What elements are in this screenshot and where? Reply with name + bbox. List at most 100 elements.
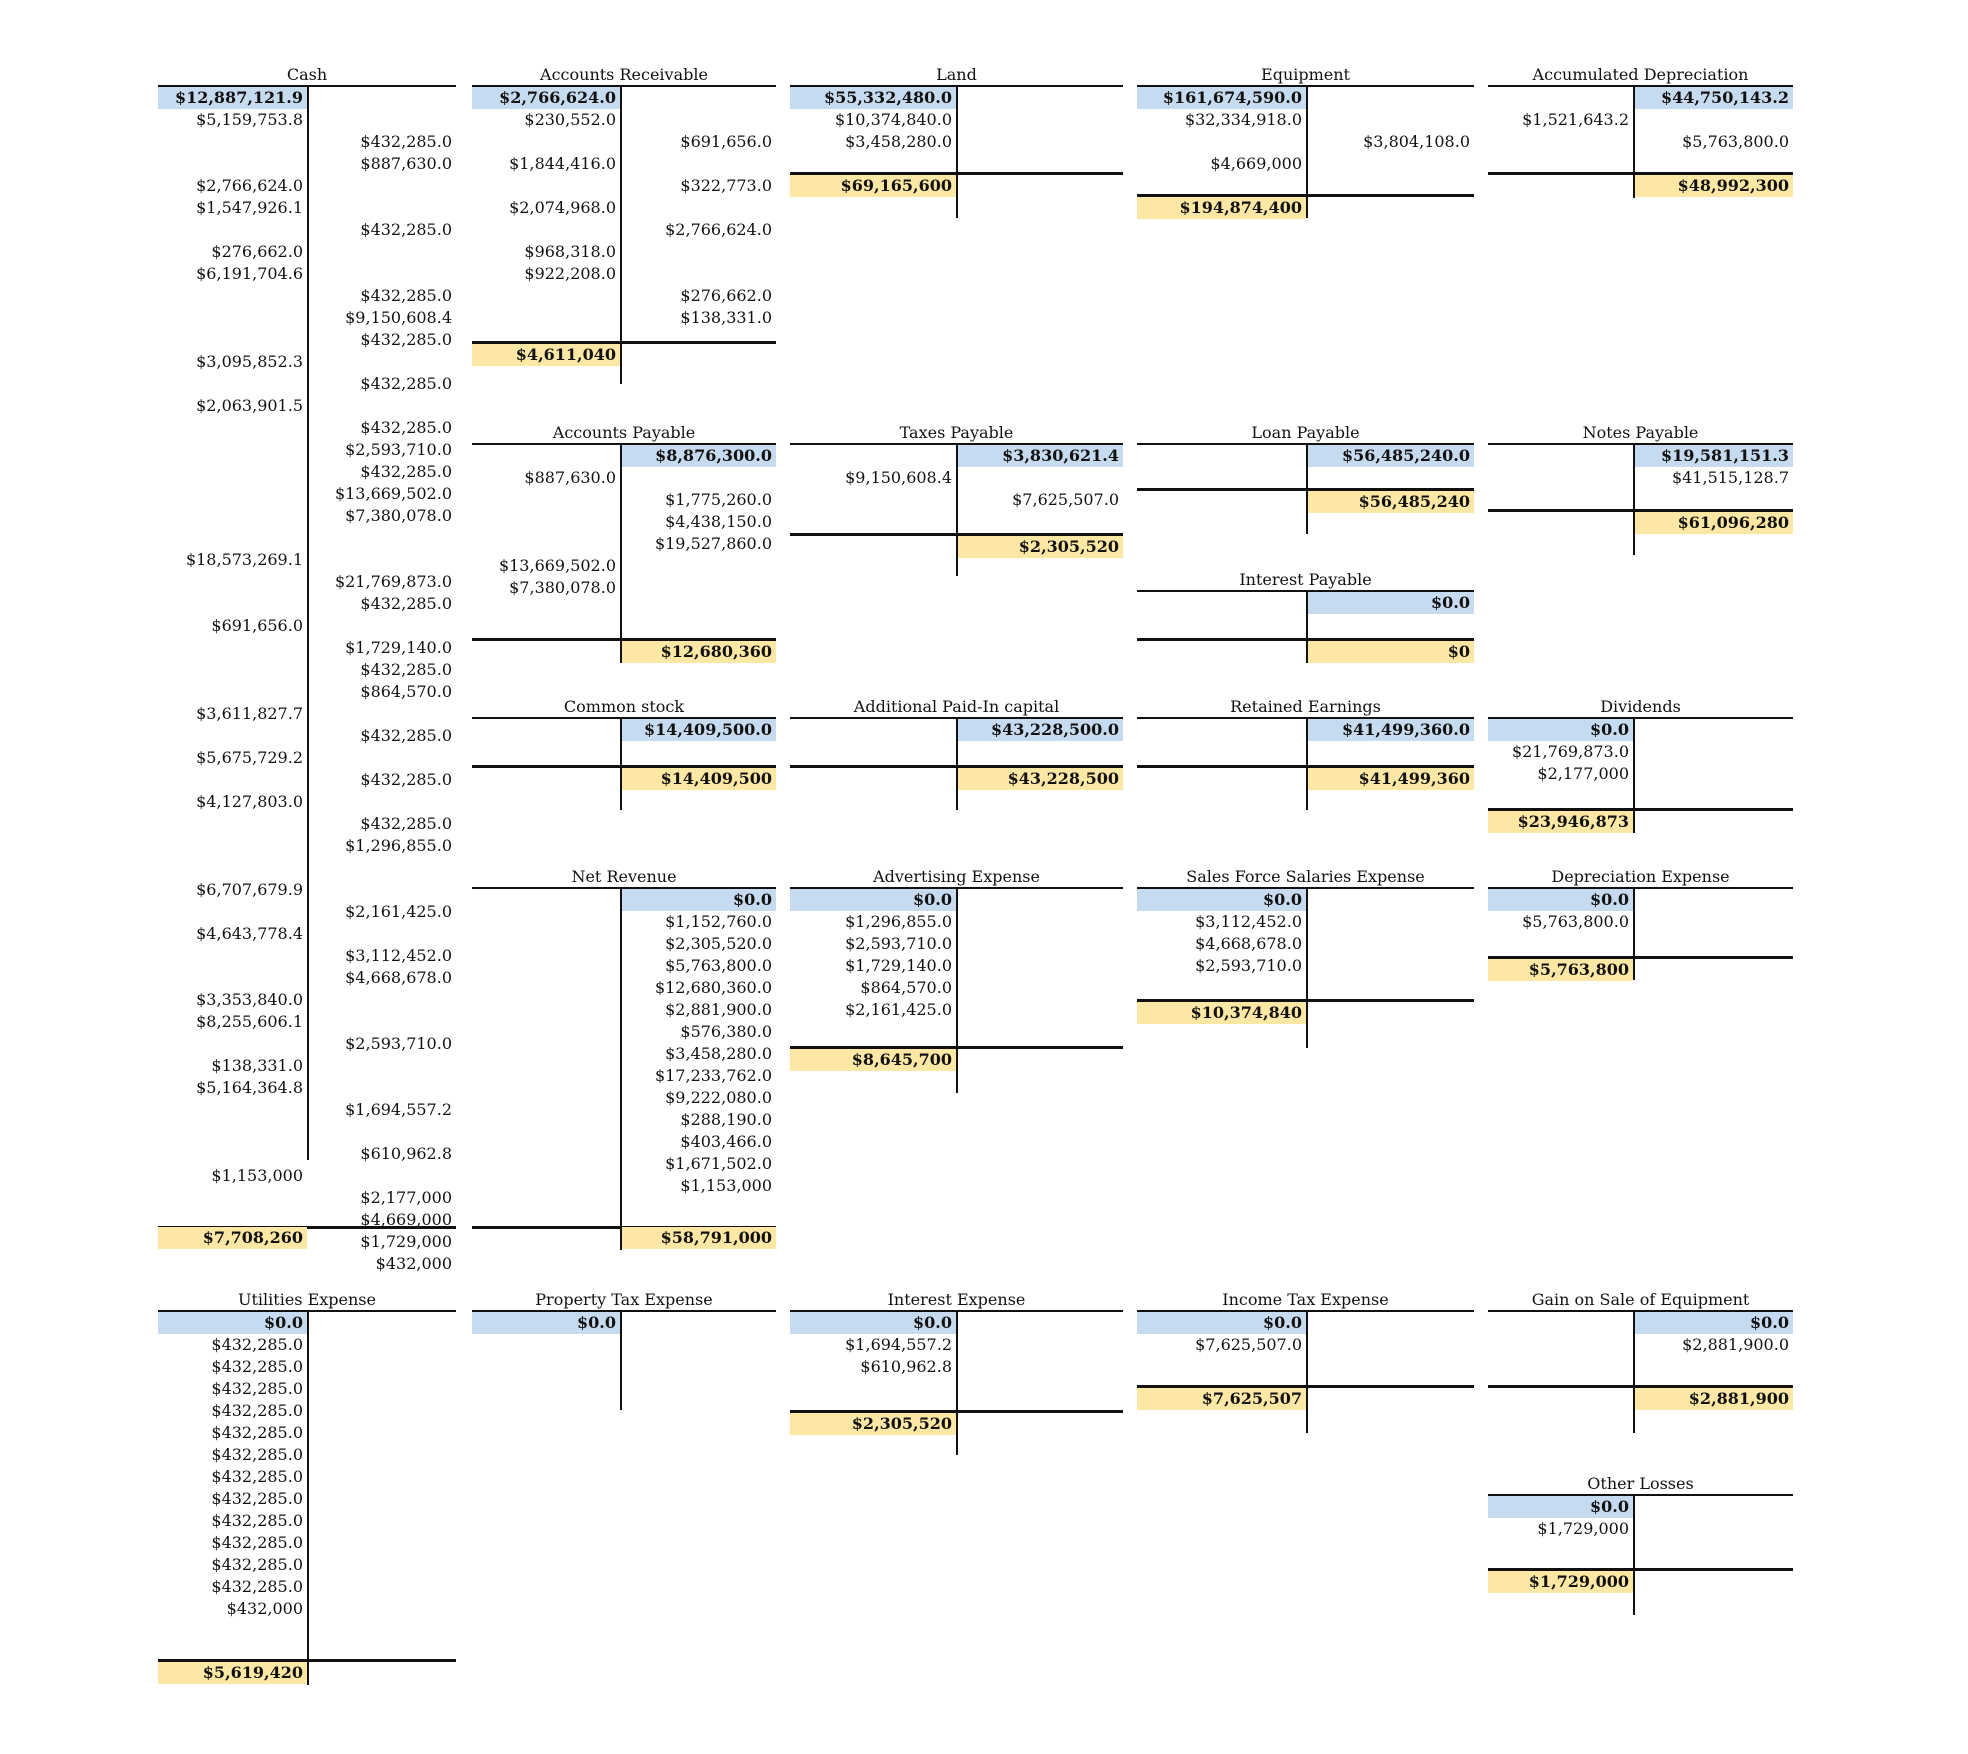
credit-entry: $2,305,520.0 bbox=[665, 934, 772, 953]
account-closing-rule bbox=[1137, 1385, 1474, 1388]
account-top-rule bbox=[1488, 1310, 1793, 1312]
credit-entry: $9,222,080.0 bbox=[665, 1088, 772, 1107]
credit-entry: $322,773.0 bbox=[680, 176, 772, 195]
debit-entry: $432,285.0 bbox=[211, 1357, 303, 1376]
account-divider bbox=[620, 887, 622, 1250]
debit-entry: $432,000 bbox=[226, 1599, 303, 1618]
debit-entry: $968,318.0 bbox=[524, 242, 616, 261]
credit-entry: $432,285.0 bbox=[360, 726, 452, 745]
debit-entry: $1,547,926.1 bbox=[196, 198, 303, 217]
account-title: Utilities Expense bbox=[238, 1290, 376, 1309]
debit-entry: $432,285.0 bbox=[211, 1379, 303, 1398]
opening-credit-balance: $0.0 bbox=[1308, 592, 1474, 614]
credit-entry: $41,515,128.7 bbox=[1671, 468, 1789, 487]
debit-entry: $8,255,606.1 bbox=[196, 1012, 303, 1031]
account-closing-rule bbox=[1488, 956, 1793, 959]
credit-entry: $4,668,678.0 bbox=[345, 968, 452, 987]
credit-entry: $432,000 bbox=[375, 1254, 452, 1273]
account-divider bbox=[620, 717, 622, 810]
credit-entry: $2,161,425.0 bbox=[345, 902, 452, 921]
account-divider bbox=[1633, 443, 1635, 555]
debit-entry: $10,374,840.0 bbox=[834, 110, 952, 129]
debit-entry: $1,844,416.0 bbox=[509, 154, 616, 173]
opening-credit-balance: $56,485,240.0 bbox=[1308, 445, 1474, 467]
opening-debit-balance: $0.0 bbox=[1488, 719, 1633, 741]
debit-entry: $691,656.0 bbox=[211, 616, 303, 635]
account-closing-rule bbox=[1137, 638, 1474, 641]
closing-credit-balance: $2,881,900 bbox=[1635, 1388, 1793, 1410]
debit-entry: $2,593,710.0 bbox=[845, 934, 952, 953]
debit-entry: $1,296,855.0 bbox=[845, 912, 952, 931]
account-closing-rule bbox=[1488, 1385, 1793, 1388]
credit-entry: $432,285.0 bbox=[360, 814, 452, 833]
credit-entry: $610,962.8 bbox=[360, 1144, 452, 1163]
credit-entry: $2,766,624.0 bbox=[665, 220, 772, 239]
closing-debit-balance: $2,305,520 bbox=[790, 1413, 956, 1435]
credit-entry: $432,285.0 bbox=[360, 770, 452, 789]
debit-entry: $2,177,000 bbox=[1537, 764, 1629, 783]
closing-credit-balance: $41,499,360 bbox=[1308, 768, 1474, 790]
debit-entry: $4,668,678.0 bbox=[1195, 934, 1302, 953]
closing-debit-balance: $1,729,000 bbox=[1488, 1571, 1633, 1593]
account-closing-rule bbox=[790, 765, 1123, 768]
credit-entry: $887,630.0 bbox=[360, 154, 452, 173]
debit-entry: $432,285.0 bbox=[211, 1467, 303, 1486]
account-title: Advertising Expense bbox=[873, 867, 1040, 886]
account-divider bbox=[1306, 887, 1308, 1048]
account-divider bbox=[956, 443, 958, 576]
account-title: Depreciation Expense bbox=[1551, 867, 1730, 886]
debit-entry: $432,285.0 bbox=[211, 1401, 303, 1420]
closing-credit-balance: $43,228,500 bbox=[958, 768, 1123, 790]
closing-debit-balance: $4,611,040 bbox=[472, 344, 620, 366]
credit-entry: $1,694,557.2 bbox=[345, 1100, 452, 1119]
account-divider bbox=[1633, 1494, 1635, 1615]
account-top-rule bbox=[1137, 443, 1474, 445]
account-top-rule bbox=[1488, 1494, 1793, 1496]
debit-entry: $2,766,624.0 bbox=[196, 176, 303, 195]
closing-credit-balance: $48,992,300 bbox=[1635, 175, 1793, 197]
credit-entry: $4,438,150.0 bbox=[665, 512, 772, 531]
account-divider bbox=[956, 1310, 958, 1455]
opening-credit-balance: $44,750,143.2 bbox=[1635, 87, 1793, 109]
account-divider bbox=[956, 85, 958, 218]
debit-entry: $6,191,704.6 bbox=[196, 264, 303, 283]
account-divider bbox=[307, 85, 309, 1160]
credit-entry: $2,593,710.0 bbox=[345, 440, 452, 459]
account-closing-rule bbox=[472, 765, 776, 768]
account-closing-rule bbox=[472, 341, 776, 344]
closing-credit-balance: $2,305,520 bbox=[958, 536, 1123, 558]
account-top-rule bbox=[1488, 443, 1793, 445]
credit-entry: $2,593,710.0 bbox=[345, 1034, 452, 1053]
credit-entry: $576,380.0 bbox=[680, 1022, 772, 1041]
account-divider bbox=[1633, 85, 1635, 198]
debit-entry: $432,285.0 bbox=[211, 1577, 303, 1596]
account-closing-rule bbox=[790, 1046, 1123, 1049]
debit-entry: $4,127,803.0 bbox=[196, 792, 303, 811]
debit-entry: $5,159,753.8 bbox=[196, 110, 303, 129]
account-top-rule bbox=[1137, 717, 1474, 719]
credit-entry: $13,669,502.0 bbox=[334, 484, 452, 503]
credit-entry: $432,285.0 bbox=[360, 220, 452, 239]
account-divider bbox=[1633, 1310, 1635, 1433]
credit-entry: $432,285.0 bbox=[360, 462, 452, 481]
account-title: Taxes Payable bbox=[899, 423, 1014, 442]
account-top-rule bbox=[472, 85, 776, 87]
credit-entry: $12,680,360.0 bbox=[654, 978, 772, 997]
credit-entry: $7,625,507.0 bbox=[1012, 490, 1119, 509]
account-title: Accounts Payable bbox=[552, 423, 696, 442]
credit-entry: $276,662.0 bbox=[680, 286, 772, 305]
account-top-rule bbox=[472, 887, 776, 889]
credit-entry: $2,881,900.0 bbox=[1682, 1335, 1789, 1354]
account-top-rule bbox=[472, 717, 776, 719]
credit-entry: $691,656.0 bbox=[680, 132, 772, 151]
account-closing-rule bbox=[1488, 509, 1793, 512]
credit-entry: $2,177,000 bbox=[360, 1188, 452, 1207]
credit-entry: $1,152,760.0 bbox=[665, 912, 772, 931]
debit-entry: $276,662.0 bbox=[211, 242, 303, 261]
account-divider bbox=[1306, 1310, 1308, 1433]
opening-debit-balance: $0.0 bbox=[1488, 1496, 1633, 1518]
account-divider bbox=[1306, 590, 1308, 663]
debit-entry: $3,112,452.0 bbox=[1195, 912, 1302, 931]
closing-debit-balance: $23,946,873 bbox=[1488, 811, 1633, 833]
